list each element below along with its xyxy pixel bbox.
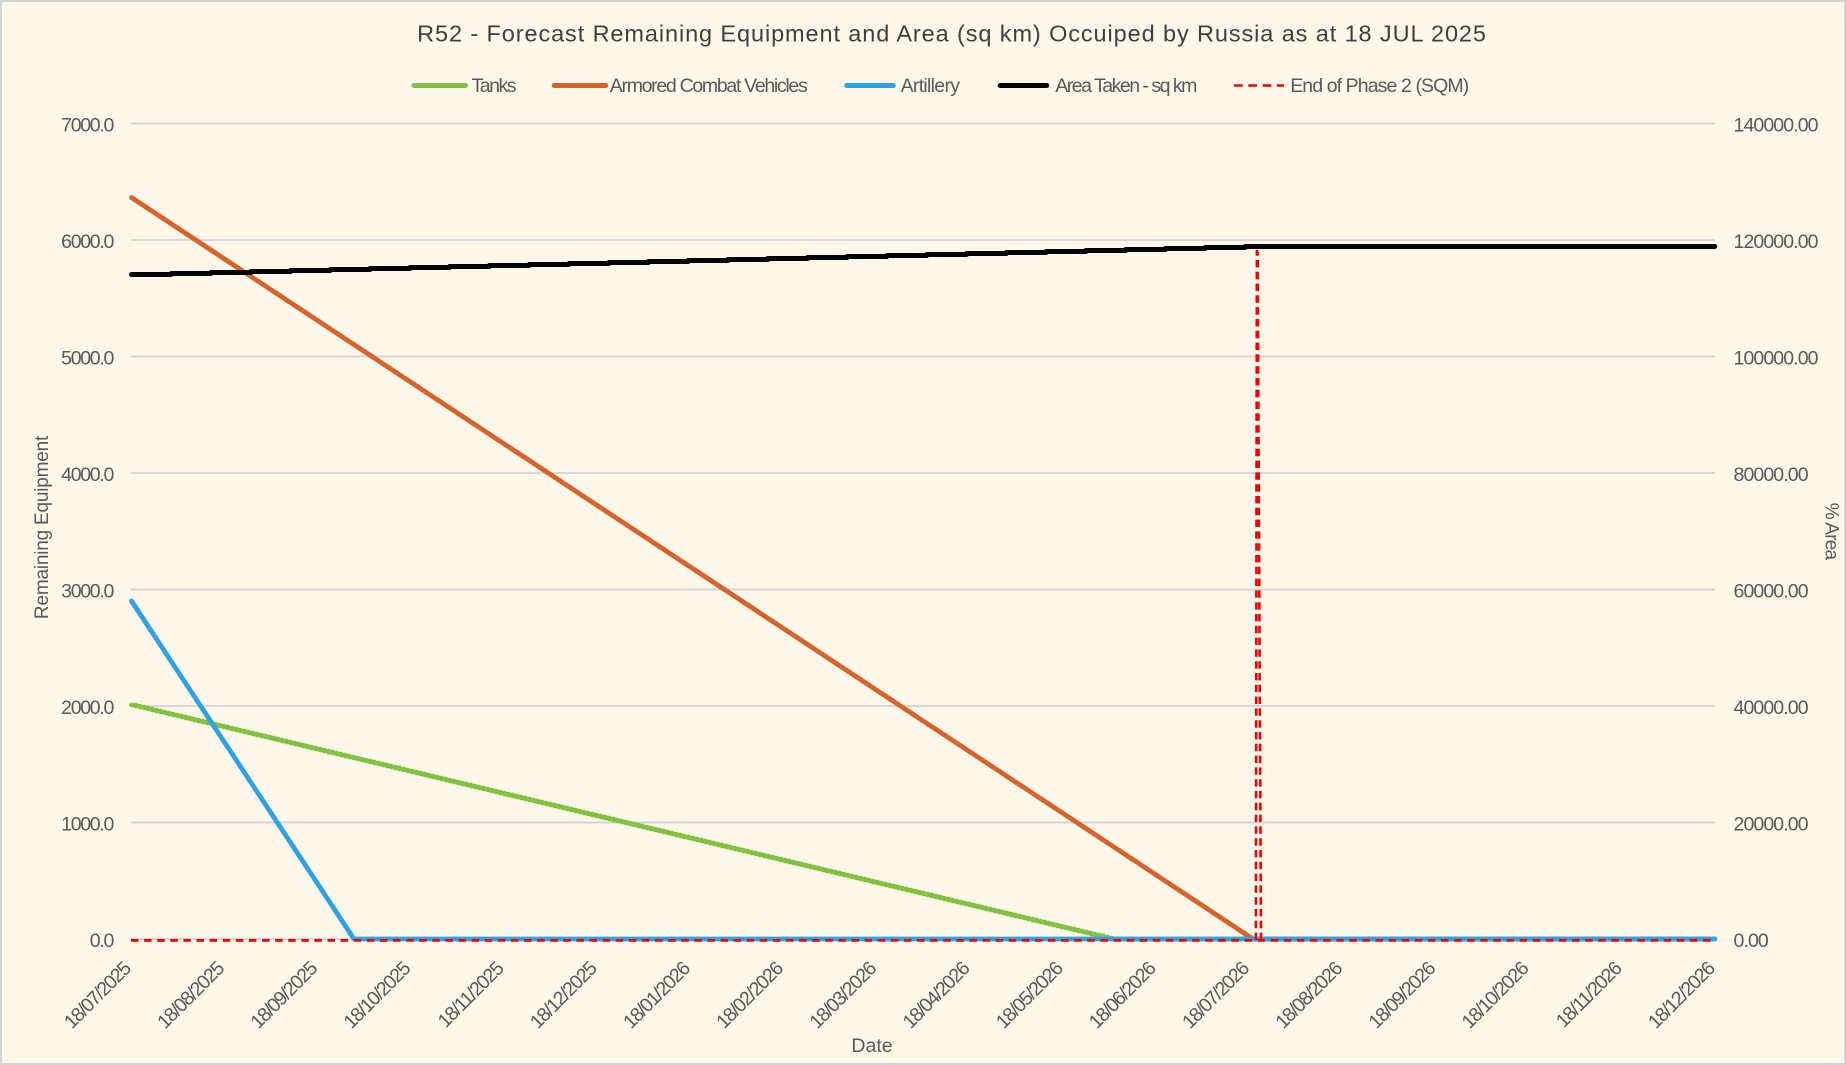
svg-text:4000.0: 4000.0: [61, 464, 114, 486]
svg-text:18/12/2026: 18/12/2026: [1644, 958, 1719, 1033]
svg-text:18/05/2026: 18/05/2026: [992, 958, 1067, 1033]
svg-text:18/11/2025: 18/11/2025: [434, 957, 509, 1032]
svg-text:Armored Combat Vehicles: Armored Combat Vehicles: [610, 75, 808, 97]
svg-text:1000.0: 1000.0: [61, 814, 114, 836]
svg-text:End of Phase 2 (SQM): End of Phase 2 (SQM): [1290, 75, 1469, 97]
svg-text:18/10/2025: 18/10/2025: [340, 957, 416, 1033]
svg-text:18/04/2026: 18/04/2026: [899, 958, 974, 1033]
svg-text:Tanks: Tanks: [472, 75, 517, 97]
svg-text:18/08/2025: 18/08/2025: [153, 957, 229, 1033]
svg-text:2000.0: 2000.0: [61, 697, 114, 719]
svg-text:18/09/2025: 18/09/2025: [246, 957, 322, 1033]
svg-text:18/03/2026: 18/03/2026: [805, 958, 880, 1033]
svg-text:Remaining Equipment: Remaining Equipment: [32, 435, 53, 619]
svg-text:Artillery: Artillery: [901, 75, 961, 97]
svg-text:18/07/2026: 18/07/2026: [1178, 958, 1253, 1033]
svg-text:0.0: 0.0: [90, 930, 115, 952]
svg-text:40000.00: 40000.00: [1734, 697, 1809, 719]
svg-text:Area Taken - sq km: Area Taken - sq km: [1055, 75, 1196, 97]
svg-text:Date: Date: [851, 1035, 892, 1057]
svg-text:120000.00: 120000.00: [1734, 231, 1819, 253]
svg-text:% Area: % Area: [1821, 503, 1842, 561]
svg-text:6000.0: 6000.0: [61, 231, 114, 253]
svg-text:100000.00: 100000.00: [1734, 348, 1819, 370]
svg-text:18/01/2026: 18/01/2026: [619, 958, 694, 1033]
svg-text:0.00: 0.00: [1734, 930, 1769, 952]
svg-text:7000.0: 7000.0: [61, 115, 114, 137]
svg-text:18/06/2026: 18/06/2026: [1085, 958, 1160, 1033]
svg-text:3000.0: 3000.0: [61, 581, 114, 603]
svg-text:18/11/2026: 18/11/2026: [1552, 958, 1626, 1032]
svg-text:20000.00: 20000.00: [1734, 814, 1809, 836]
svg-text:18/02/2026: 18/02/2026: [712, 958, 787, 1033]
svg-text:18/07/2025: 18/07/2025: [60, 957, 136, 1033]
svg-text:18/09/2026: 18/09/2026: [1365, 958, 1440, 1033]
svg-text:80000.00: 80000.00: [1734, 464, 1809, 486]
svg-text:18/12/2025: 18/12/2025: [526, 957, 602, 1033]
svg-text:18/10/2026: 18/10/2026: [1458, 958, 1533, 1033]
svg-text:R52 - Forecast Remaining Equip: R52 - Forecast Remaining Equipment and A…: [417, 21, 1487, 47]
svg-text:60000.00: 60000.00: [1734, 581, 1809, 603]
svg-text:140000.00: 140000.00: [1734, 115, 1819, 137]
svg-text:18/08/2026: 18/08/2026: [1271, 958, 1346, 1033]
svg-text:5000.0: 5000.0: [61, 348, 114, 370]
